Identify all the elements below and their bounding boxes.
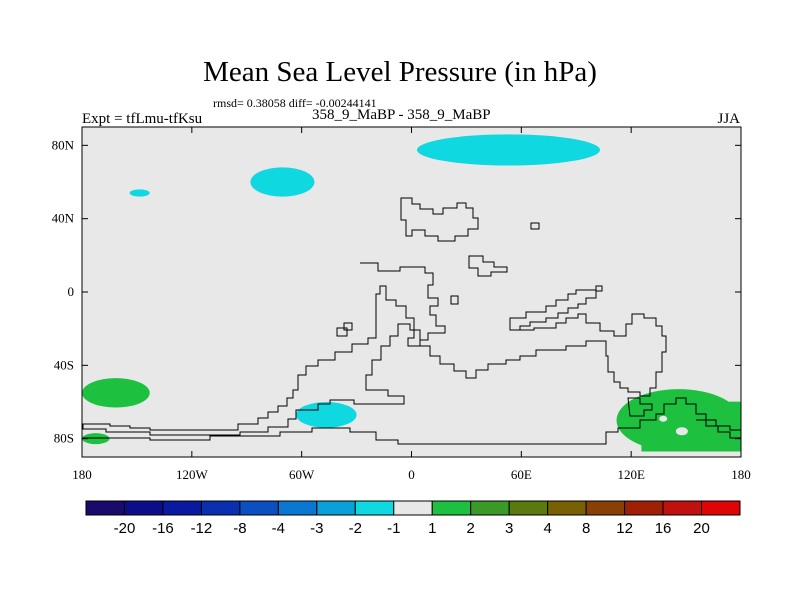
coastline-southern-continent: [83, 397, 741, 445]
colorbar-label: -12: [191, 520, 213, 537]
region-southeast-positive-anomaly: [616, 389, 741, 452]
region-south-atlantic-negative-anomaly: [296, 402, 357, 428]
colorbar-swatch: [200, 500, 241, 516]
colorbar-label: -1: [387, 520, 400, 537]
x-tick-label: 180: [72, 467, 92, 482]
region-north-pacific-negative-anomaly: [250, 167, 315, 197]
colorbar-label: -20: [114, 520, 136, 537]
coastline-outlines: [82, 197, 741, 445]
colorbar-swatch: [431, 500, 472, 516]
colorbar-swatch: [85, 500, 125, 516]
colorbar-swatch: [701, 500, 741, 516]
y-tick-label: 80S: [54, 431, 74, 446]
region-southern-ocean-positive-anomaly: [82, 433, 110, 445]
y-tick-label: 40N: [52, 211, 75, 226]
coastline-small-islands: [336, 222, 540, 337]
y-tick-label: 80N: [52, 137, 75, 152]
x-tick-label: 120E: [617, 467, 645, 482]
colorbar-label: 16: [655, 520, 672, 537]
colorbar-swatch: [508, 500, 549, 516]
y-tick-label: 40S: [54, 357, 74, 372]
colorbar-label: 8: [582, 520, 590, 537]
colorbar-label: 1: [428, 520, 436, 537]
colorbar-swatch: [624, 500, 664, 516]
colorbar-swatch: [470, 500, 510, 516]
x-tick-label: 180: [731, 467, 751, 482]
colorbar-label: -16: [152, 520, 174, 537]
colorbar-swatch: [123, 500, 164, 516]
x-tick-label: 60E: [511, 467, 532, 482]
region-south-pacific-positive-anomaly: [82, 378, 150, 408]
x-tick-label: 0: [408, 467, 415, 482]
colorbar-label: -8: [233, 520, 246, 537]
colorbar-swatch: [393, 500, 433, 516]
colorbar-label: -4: [272, 520, 285, 537]
colorbar-label: 20: [693, 520, 710, 537]
chart-title: Mean Sea Level Pressure (in hPa): [203, 56, 597, 88]
season-label: JJA: [717, 111, 740, 127]
colorbar-swatch: [354, 500, 395, 516]
y-tick-label: 0: [68, 284, 75, 299]
colorbar-swatch: [316, 500, 356, 516]
coastline-north-continent: [400, 197, 479, 242]
x-tick-label: 60W: [289, 467, 315, 482]
rmsd-diff-stats: rmsd= 0.38058 diff= -0.00244141: [213, 96, 377, 110]
colorbar-label: 2: [467, 520, 475, 537]
case-label: 358_9_MaBP - 358_9_MaBP: [312, 107, 491, 123]
colorbar-swatch: [662, 500, 703, 516]
experiment-label: Expt = tfLmu-tfKsu: [82, 111, 203, 127]
colorbar-label: 3: [505, 520, 513, 537]
colorbar-swatch: [239, 500, 279, 516]
colorbar-label: -3: [310, 520, 323, 537]
x-tick-label: 120W: [176, 467, 209, 482]
colorbar-swatch: [547, 500, 587, 516]
colorbar-label: 4: [543, 520, 551, 537]
colorbar-label: 12: [616, 520, 633, 537]
region-small-north-pacific-negative-anomaly: [129, 189, 150, 197]
colorbar-label: -2: [349, 520, 362, 537]
coastline-southeast-island: [627, 397, 741, 439]
coastline-equatorial-continent: [82, 262, 667, 436]
colorbar-swatch: [162, 500, 202, 516]
colorbar-swatch: [585, 500, 626, 516]
colorbar-swatch: [277, 500, 318, 516]
region-arctic-negative-anomaly: [416, 134, 601, 166]
